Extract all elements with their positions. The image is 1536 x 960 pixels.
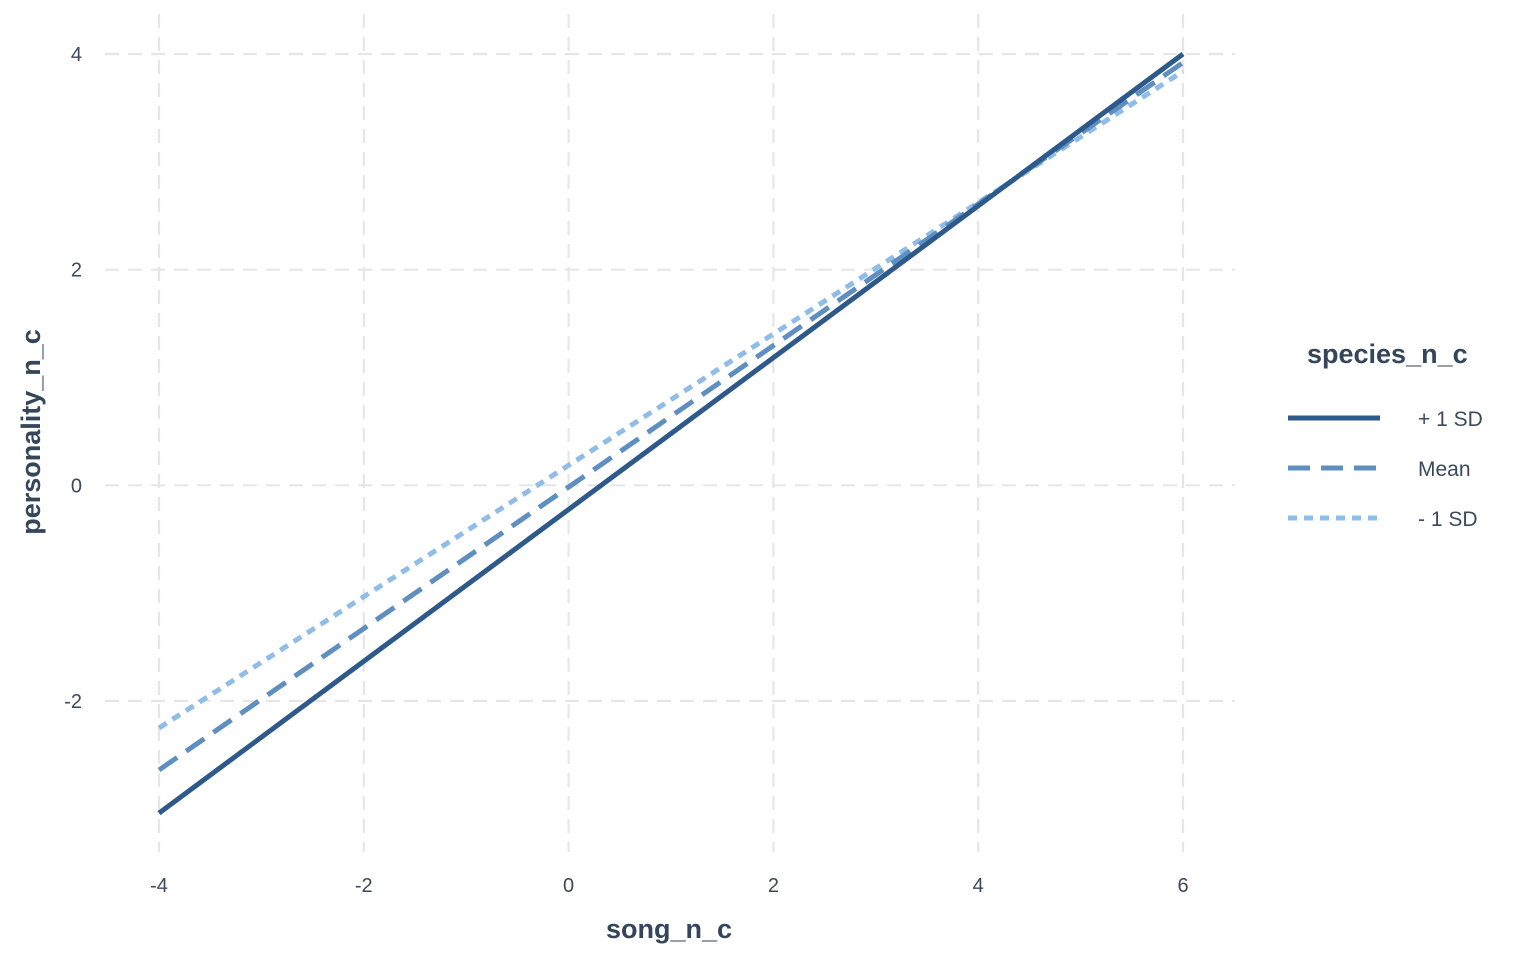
x-tick-label: 0 bbox=[563, 875, 574, 897]
y-axis-title: personality_n_c bbox=[16, 329, 46, 535]
legend-label: + 1 SD bbox=[1418, 408, 1483, 431]
x-axis-title: song_n_c bbox=[606, 914, 732, 944]
legend-title: species_n_c bbox=[1307, 339, 1468, 369]
y-tick-label: -2 bbox=[64, 691, 82, 713]
legend-label: Mean bbox=[1418, 458, 1471, 481]
series-lines bbox=[157, 51, 1185, 816]
x-tick-label: 6 bbox=[1177, 875, 1188, 897]
y-axis-ticks: -2 0 2 4 bbox=[64, 44, 82, 713]
y-tick-label: 4 bbox=[71, 44, 82, 66]
x-tick-label: 2 bbox=[768, 875, 779, 897]
x-axis-ticks: -4 -2 0 2 4 6 bbox=[150, 875, 1188, 897]
grid bbox=[105, 14, 1235, 852]
legend-items: + 1 SD Mean - 1 SD bbox=[1288, 408, 1483, 531]
x-tick-label: 4 bbox=[973, 875, 984, 897]
x-tick-label: -2 bbox=[355, 875, 373, 897]
legend: species_n_c + 1 SD Mean - 1 SD bbox=[1288, 339, 1483, 531]
x-tick-label: -4 bbox=[150, 875, 168, 897]
series-line-solid bbox=[157, 51, 1185, 816]
legend-label: - 1 SD bbox=[1418, 508, 1478, 531]
y-tick-label: 2 bbox=[71, 260, 82, 282]
y-tick-label: 0 bbox=[71, 475, 82, 497]
